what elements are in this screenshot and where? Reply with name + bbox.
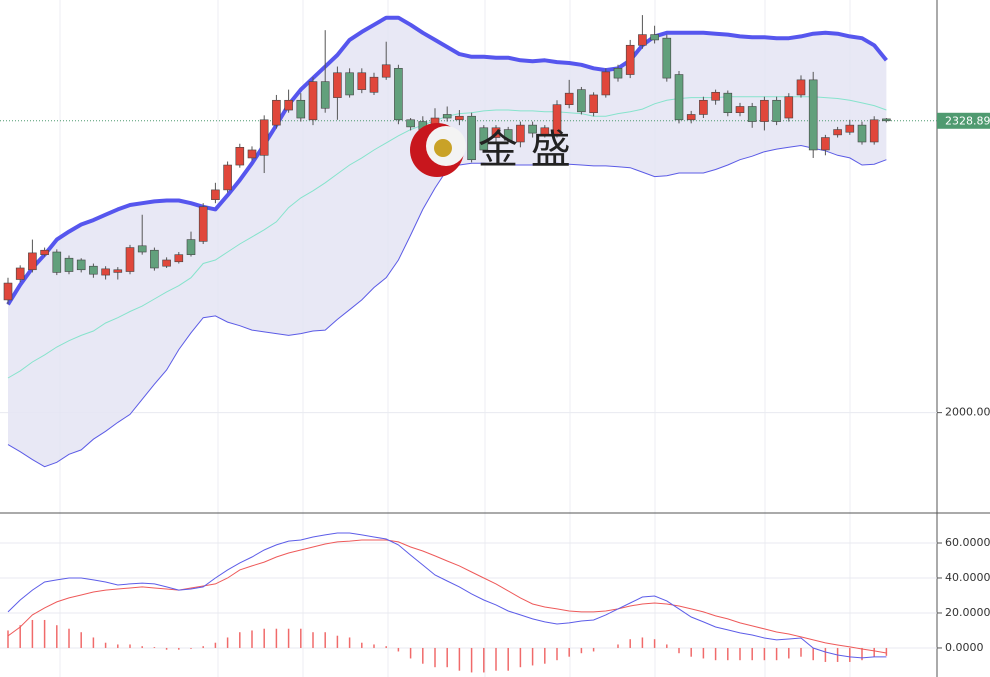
candle-body bbox=[516, 124, 525, 143]
candle-body bbox=[137, 245, 147, 253]
candle-body bbox=[394, 68, 403, 121]
candle-body bbox=[198, 206, 208, 242]
candle-body bbox=[577, 89, 586, 113]
candle-body bbox=[15, 267, 25, 280]
candle-body bbox=[345, 72, 354, 96]
candle-body bbox=[284, 99, 293, 111]
candle-body bbox=[381, 64, 391, 78]
candle-body bbox=[711, 91, 720, 101]
candle-body bbox=[808, 79, 818, 151]
candle-body bbox=[857, 124, 867, 143]
watermark: 金 盛 bbox=[410, 123, 571, 177]
candle-body bbox=[760, 99, 769, 122]
candle-body bbox=[235, 146, 245, 166]
last-price-label: 2328.89 bbox=[945, 114, 990, 127]
candle-body bbox=[455, 115, 464, 121]
candle-body bbox=[174, 254, 184, 263]
candle-body bbox=[40, 249, 49, 255]
candle-body bbox=[357, 72, 367, 90]
candle-body bbox=[150, 249, 159, 269]
candle-body bbox=[845, 124, 855, 133]
last-price-tag bbox=[937, 112, 990, 129]
candle-body bbox=[76, 259, 86, 271]
candle-body bbox=[882, 118, 891, 122]
candle-body bbox=[491, 127, 501, 138]
candle-body bbox=[28, 252, 37, 271]
candle-body bbox=[272, 99, 281, 126]
band-area bbox=[8, 17, 887, 467]
candle-body bbox=[52, 251, 62, 273]
candle-body bbox=[540, 127, 550, 136]
candle-body bbox=[686, 114, 696, 121]
candle-body bbox=[479, 127, 489, 151]
candle-body bbox=[162, 259, 171, 267]
candle-body bbox=[211, 189, 220, 200]
candle-body bbox=[406, 119, 415, 128]
candle-body bbox=[735, 106, 745, 113]
candle-body bbox=[784, 96, 794, 119]
candle-body bbox=[747, 106, 757, 122]
candle-body bbox=[442, 114, 452, 119]
candle-body bbox=[503, 129, 513, 141]
candle-body bbox=[64, 257, 74, 272]
y-tick-label: 0.0000 bbox=[945, 641, 984, 654]
candle-body bbox=[613, 68, 623, 79]
dif-line bbox=[7, 532, 887, 659]
y-tick-label: 20.0000 bbox=[945, 606, 990, 619]
y-tick-label: 60.0000 bbox=[945, 536, 990, 549]
candle-body bbox=[3, 282, 13, 301]
candle-body bbox=[113, 269, 123, 273]
candle-body bbox=[259, 119, 269, 156]
candle-body bbox=[833, 129, 842, 136]
candle-body bbox=[552, 104, 562, 136]
candle-body bbox=[125, 247, 135, 272]
y-tick-label: 2000.00 bbox=[945, 406, 990, 419]
candle-body bbox=[589, 94, 598, 113]
candle-body bbox=[101, 268, 110, 276]
candle-body bbox=[467, 115, 476, 161]
candle-body bbox=[772, 99, 781, 122]
candle-body bbox=[662, 37, 672, 79]
candle-body bbox=[333, 72, 342, 98]
candle-body bbox=[638, 34, 647, 46]
candle-body bbox=[564, 92, 574, 106]
candle-body bbox=[320, 81, 330, 109]
plot: 2000.00 2328.89 0.0000 20.0000 40.0000 60.000… bbox=[0, 15, 990, 673]
dea-line bbox=[7, 539, 887, 654]
upper-band bbox=[6, 15, 888, 306]
candle-body bbox=[625, 44, 635, 75]
candle-body bbox=[308, 81, 318, 121]
candle-body bbox=[186, 239, 196, 255]
candle-body bbox=[674, 74, 684, 121]
candle-body bbox=[650, 34, 659, 41]
candle-body bbox=[869, 119, 879, 143]
candle-body bbox=[296, 99, 306, 119]
watermark-text: 金 盛 bbox=[478, 127, 571, 173]
candle-body bbox=[247, 149, 257, 159]
candle-body bbox=[369, 76, 379, 93]
candle-body bbox=[601, 71, 611, 96]
candle-body bbox=[699, 99, 708, 115]
candle-body bbox=[821, 137, 830, 151]
candle-body bbox=[528, 124, 537, 134]
candle-body bbox=[223, 164, 232, 191]
candle-body bbox=[89, 265, 98, 275]
candle-body bbox=[723, 92, 733, 113]
candle-body bbox=[796, 79, 806, 96]
y-tick-label: 40.0000 bbox=[945, 571, 990, 584]
